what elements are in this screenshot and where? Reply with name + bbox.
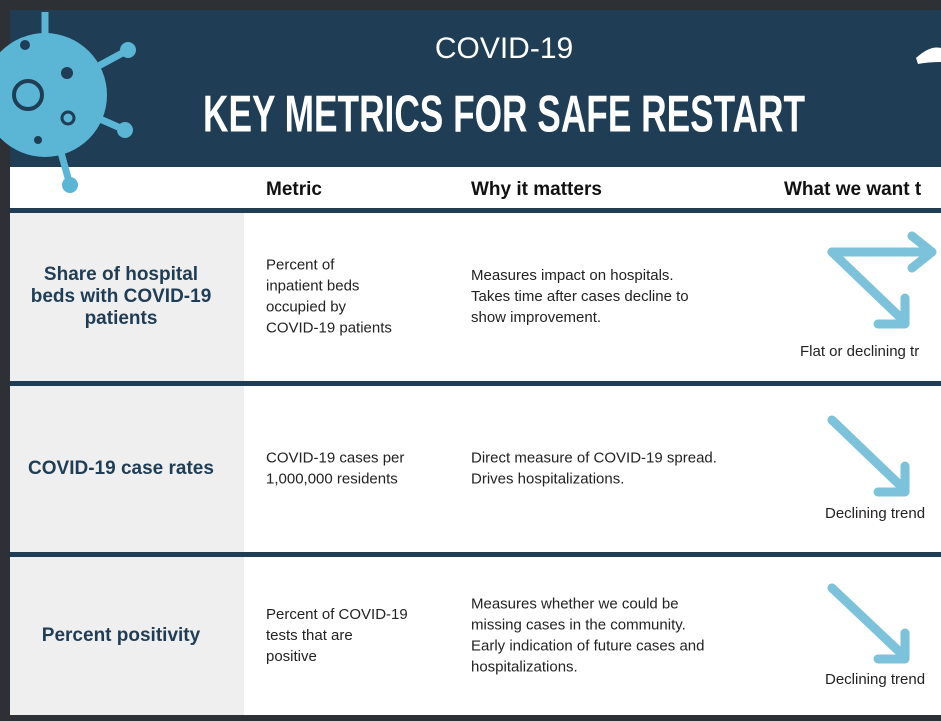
metric-line: tests that are: [266, 627, 353, 644]
metric-line: Percent of COVID-19: [266, 606, 408, 623]
name-line: beds with COVID-19: [31, 286, 212, 307]
why-line: Drives hospitalizations.: [471, 470, 624, 487]
why-line: Early indication of future cases and: [471, 637, 704, 654]
metric-line: COVID-19 patients: [266, 319, 392, 336]
name-line: Share of hospital: [44, 264, 198, 285]
metric-line: Percent of: [266, 256, 335, 273]
column-header: Metric: [266, 179, 322, 200]
infographic: COVID-19 KEY METRICS FOR SAFE RESTART Me…: [0, 0, 941, 721]
header-subtitle: COVID-19: [435, 32, 573, 65]
column-header: Why it matters: [471, 179, 602, 200]
header-rule: [10, 208, 941, 213]
why-line: missing cases in the community.: [471, 616, 686, 633]
metric-line: inpatient beds: [266, 277, 359, 294]
header-title: KEY METRICS FOR SAFE RESTART: [203, 86, 805, 144]
why-line: Direct measure of COVID-19 spread.: [471, 449, 717, 466]
metric-line: 1,000,000 residents: [266, 470, 398, 487]
why-line: hospitalizations.: [471, 658, 578, 675]
want-caption: Declining trend: [825, 671, 925, 688]
want-caption: Flat or declining tr: [800, 343, 919, 360]
why-line: show improvement.: [471, 309, 601, 326]
row-rule: [10, 381, 941, 386]
metric-line: COVID-19 cases per: [266, 449, 404, 466]
why-line: Measures whether we could be: [471, 595, 679, 612]
why-line: Measures impact on hospitals.: [471, 267, 674, 284]
want-caption: Declining trend: [825, 505, 925, 522]
metric-line: positive: [266, 648, 317, 665]
name-line: patients: [85, 308, 158, 329]
column-header: What we want t: [784, 179, 922, 200]
row-rule: [10, 552, 941, 557]
name-line: Percent positivity: [42, 625, 201, 646]
name-line: COVID-19 case rates: [28, 458, 214, 479]
metric-line: occupied by: [266, 298, 347, 315]
why-line: Takes time after cases decline to: [471, 288, 689, 305]
